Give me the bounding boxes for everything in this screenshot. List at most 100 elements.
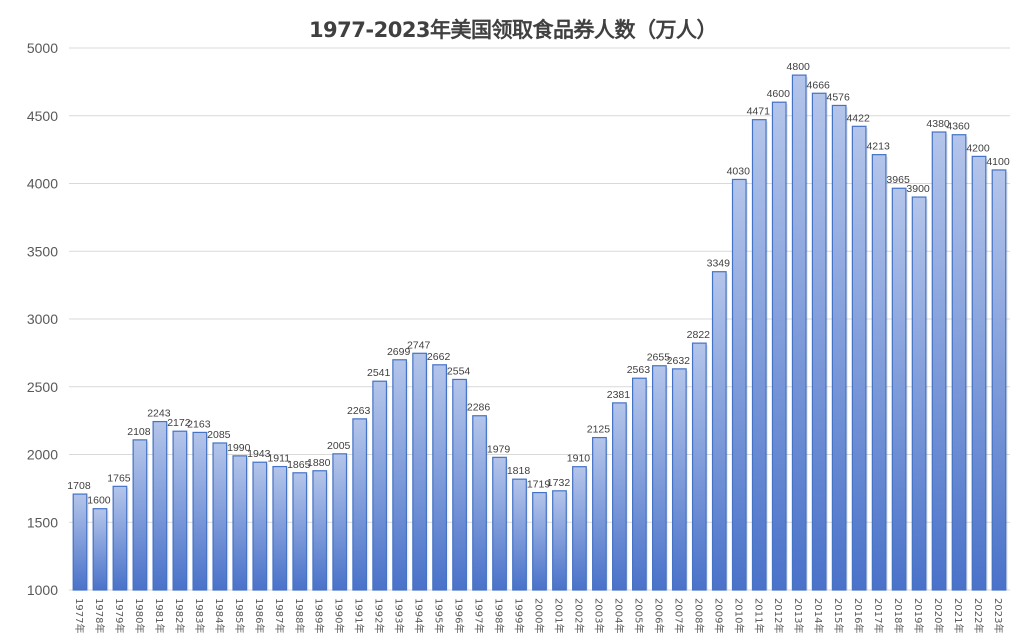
bars <box>72 74 1008 591</box>
x-tick-label: 2002年 <box>572 598 585 633</box>
bar <box>951 134 967 591</box>
data-label: 1708 <box>67 480 91 492</box>
bar <box>152 420 168 591</box>
data-label: 4800 <box>787 61 811 73</box>
data-label: 3349 <box>707 258 731 270</box>
bar <box>791 74 807 591</box>
x-tick-label: 2017年 <box>872 598 885 633</box>
bar <box>891 187 907 591</box>
x-tick-label: 2011年 <box>752 598 765 633</box>
x-tick-label: 1982年 <box>173 598 186 633</box>
data-labels: 1708 1600 1765 2108 224321722163208519901943… <box>67 61 1010 507</box>
bar <box>172 430 188 591</box>
bar <box>432 364 447 591</box>
x-axis: 1977年 1978年 1979年 1980年 1981年 1982年 1983年 1984年… <box>73 598 1005 633</box>
bar <box>212 442 228 591</box>
data-label: 2263 <box>347 405 371 417</box>
bar <box>192 431 208 591</box>
bar <box>412 352 428 591</box>
x-tick-label: 2016年 <box>852 598 865 633</box>
bar <box>691 342 707 591</box>
x-tick-label: 2001年 <box>552 598 565 633</box>
bar <box>472 415 487 591</box>
bar <box>72 493 88 591</box>
bar <box>252 461 268 591</box>
data-label: 2286 <box>467 402 491 414</box>
data-label: 2381 <box>607 389 631 401</box>
x-tick-label: 1983年 <box>193 598 206 633</box>
bar <box>292 472 308 591</box>
x-tick-label: 2007年 <box>672 598 685 633</box>
bar <box>831 104 847 591</box>
bar <box>931 131 947 591</box>
data-label: 2632 <box>667 355 691 367</box>
y-tick-label: 2500 <box>27 379 58 395</box>
data-label: 1880 <box>307 457 331 469</box>
bar <box>332 453 348 591</box>
x-tick-label: 2021年 <box>952 598 965 633</box>
bar <box>352 418 368 591</box>
bar <box>132 439 148 591</box>
bar <box>971 155 987 591</box>
data-label: 2163 <box>187 418 211 430</box>
bar <box>592 436 607 591</box>
bar <box>372 380 388 591</box>
x-tick-label: 1995年 <box>433 598 446 633</box>
data-label: 2541 <box>367 367 391 379</box>
x-tick-label: 1997年 <box>473 598 486 633</box>
x-tick-label: 1981年 <box>153 598 166 633</box>
data-label: 3900 <box>906 183 930 195</box>
data-label: 3965 <box>886 174 910 186</box>
x-tick-label: 2019年 <box>912 598 925 633</box>
x-tick-label: 1980年 <box>133 598 146 633</box>
y-tick-label: 1000 <box>27 582 58 598</box>
x-tick-label: 2003年 <box>592 598 605 633</box>
bar <box>632 377 647 591</box>
data-label: 1910 <box>567 453 591 465</box>
bar <box>572 466 587 591</box>
data-label: 2243 <box>147 408 171 420</box>
data-label: 1911 <box>267 453 290 465</box>
data-label: 1979 <box>487 443 511 455</box>
y-tick-label: 4500 <box>27 108 58 124</box>
data-label: 2655 <box>647 352 671 364</box>
data-label: 4666 <box>807 79 831 91</box>
bar <box>612 402 627 591</box>
x-tick-label: 1996年 <box>453 598 466 633</box>
data-label: 1990 <box>227 442 251 454</box>
bar <box>771 101 787 591</box>
data-label: 4380 <box>926 118 950 130</box>
x-tick-label: 2022年 <box>972 598 985 633</box>
data-label: 1765 <box>107 472 131 484</box>
x-tick-label: 2000年 <box>533 598 546 633</box>
x-tick-label: 2015年 <box>832 598 845 633</box>
y-tick-label: 2000 <box>27 447 58 463</box>
data-label: 2699 <box>387 346 411 358</box>
data-label: 4213 <box>866 141 890 153</box>
x-tick-label: 2004年 <box>612 598 625 633</box>
x-tick-label: 1978年 <box>93 598 106 633</box>
x-tick-label: 2013年 <box>792 598 805 633</box>
x-tick-label: 1984年 <box>213 598 226 633</box>
bar <box>651 365 667 591</box>
x-tick-label: 1985年 <box>233 598 246 633</box>
x-tick-label: 1990年 <box>333 598 346 633</box>
data-label: 1865 <box>287 459 311 471</box>
data-label: 4200 <box>966 142 990 154</box>
data-label: 1818 <box>507 465 531 477</box>
data-label: 4030 <box>727 165 751 177</box>
x-tick-label: 1989年 <box>313 598 326 633</box>
data-label: 2172 <box>167 417 191 429</box>
data-label: 2554 <box>447 365 471 377</box>
data-label: 2085 <box>207 429 231 441</box>
x-tick-label: 1993年 <box>393 598 406 633</box>
x-tick-label: 2008年 <box>692 598 705 633</box>
x-tick-label: 1979年 <box>113 598 126 633</box>
y-tick-label: 1500 <box>27 514 58 530</box>
data-label: 4360 <box>946 121 970 133</box>
x-tick-label: 2018年 <box>892 598 905 633</box>
bar <box>552 490 567 591</box>
y-tick-label: 3500 <box>27 243 58 259</box>
x-tick-label: 1977年 <box>73 598 86 633</box>
data-label: 4600 <box>767 88 791 100</box>
